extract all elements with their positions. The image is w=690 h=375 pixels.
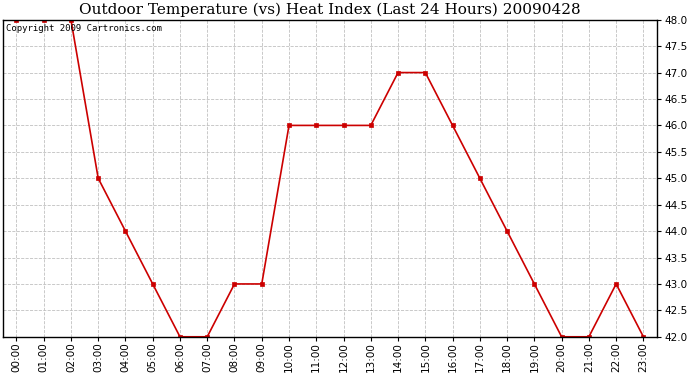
Title: Outdoor Temperature (vs) Heat Index (Last 24 Hours) 20090428: Outdoor Temperature (vs) Heat Index (Las… [79,3,581,17]
Text: Copyright 2009 Cartronics.com: Copyright 2009 Cartronics.com [6,24,162,33]
